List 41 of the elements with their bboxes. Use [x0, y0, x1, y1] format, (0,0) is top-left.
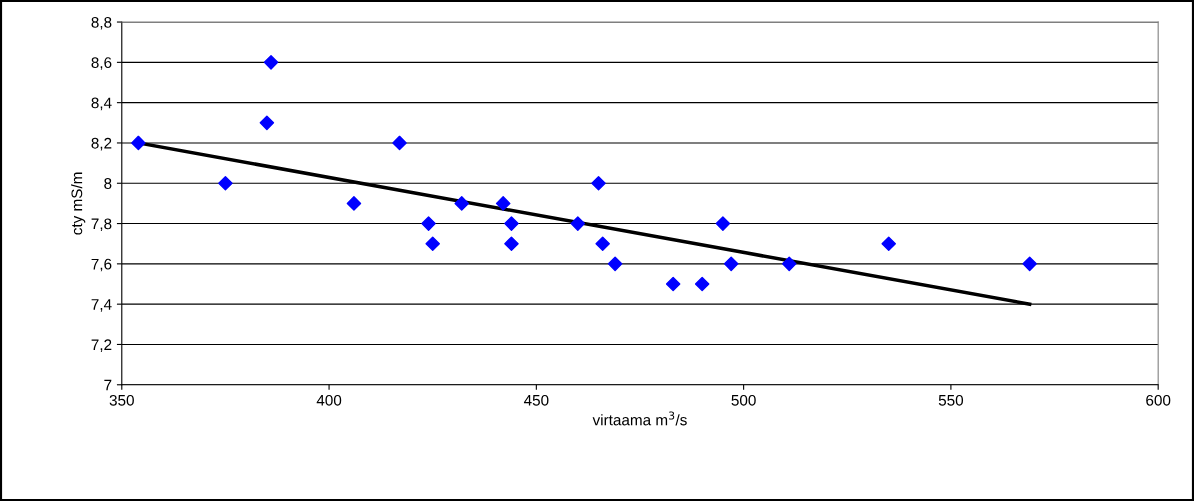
x-tick-label: 400 — [316, 394, 342, 406]
point — [607, 256, 623, 272]
y-tick-label: 8 — [104, 178, 112, 189]
point — [346, 196, 362, 211]
y-tick-label: 7 — [104, 379, 112, 391]
point — [665, 276, 681, 292]
x-axis-title: virtaama m$^{3}$/s — [592, 411, 687, 426]
point — [570, 216, 586, 231]
point — [715, 216, 731, 231]
point — [595, 236, 610, 251]
y-tick-label: 7,6 — [91, 258, 112, 272]
y-tick-label: 8,2 — [91, 137, 112, 151]
y-tick-label: 7,2 — [91, 339, 112, 352]
y-axis-title: cty mS/m — [71, 172, 86, 235]
point — [1022, 256, 1037, 272]
point — [454, 196, 470, 211]
x-tick-label: 550 — [938, 394, 964, 406]
point — [218, 175, 233, 191]
point — [425, 236, 440, 251]
point — [591, 175, 606, 191]
point — [723, 256, 739, 272]
y-tick-label: 8,8 — [91, 16, 112, 30]
point — [781, 256, 797, 272]
point — [881, 236, 897, 251]
x-tick-label: 450 — [523, 394, 549, 406]
x-tick-label: 500 — [731, 394, 756, 406]
x-tick-label: 600 — [1146, 394, 1171, 406]
point — [263, 55, 279, 70]
point — [694, 276, 710, 292]
y-tick-label: 7,4 — [91, 299, 112, 312]
point — [421, 216, 436, 231]
point — [504, 236, 519, 251]
point — [259, 115, 275, 131]
y-tick-label: 7,8 — [91, 218, 112, 232]
point — [495, 196, 511, 211]
y-tick-label: 8,6 — [91, 57, 112, 70]
point — [131, 135, 146, 151]
point — [392, 135, 407, 151]
y-tick-label: 8,4 — [91, 97, 112, 111]
x-tick-label: 350 — [109, 394, 134, 406]
point — [504, 216, 519, 231]
